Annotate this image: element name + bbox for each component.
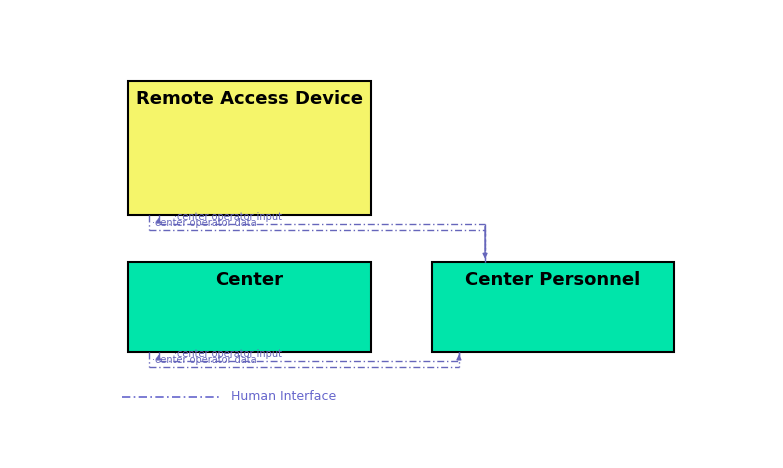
Text: Center: Center	[215, 271, 283, 289]
Text: ·center operator input: ·center operator input	[174, 349, 282, 359]
Text: ·center operator data: ·center operator data	[153, 219, 257, 228]
Text: Remote Access Device: Remote Access Device	[136, 90, 363, 109]
Text: Center Personnel: Center Personnel	[465, 271, 640, 289]
Text: Human Interface: Human Interface	[232, 390, 337, 403]
Text: ·center operator input: ·center operator input	[174, 212, 282, 222]
Text: ·center operator data: ·center operator data	[153, 355, 257, 366]
Bar	[128, 81, 371, 215]
Bar	[431, 262, 674, 351]
Bar	[128, 262, 371, 351]
